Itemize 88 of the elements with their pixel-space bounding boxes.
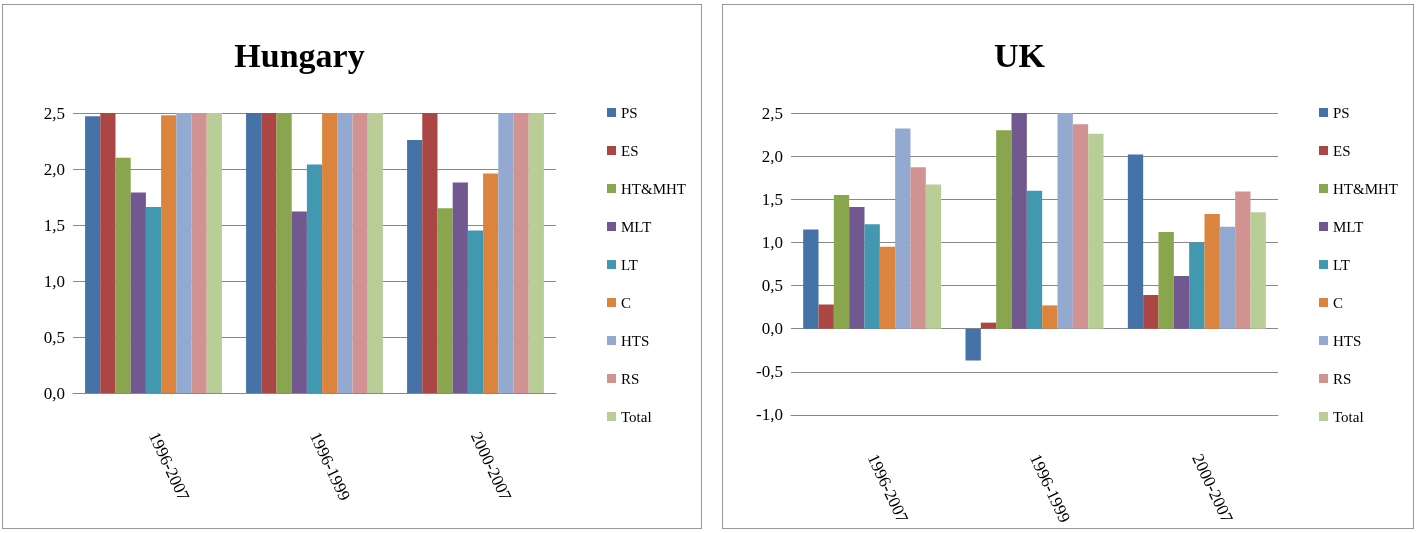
- y-tick-label: 2,0: [761, 146, 783, 166]
- legend-label: PS: [1333, 104, 1350, 121]
- y-tick-label: 0,5: [761, 276, 783, 296]
- bar: [452, 182, 468, 393]
- bar: [1127, 154, 1144, 329]
- bar: [1250, 212, 1266, 329]
- bar: [1088, 133, 1104, 329]
- bar: [100, 113, 116, 393]
- legend-label: RS: [621, 370, 640, 387]
- bar: [528, 113, 544, 393]
- legend-label: PS: [621, 104, 638, 121]
- legend-label: HT&MHT: [621, 180, 686, 197]
- legend-label: ES: [1333, 142, 1351, 159]
- bar: [291, 211, 307, 393]
- bar: [130, 192, 146, 393]
- bar: [1219, 226, 1236, 329]
- bar: [352, 113, 368, 393]
- chart-title: UK: [994, 36, 1046, 74]
- bar: [145, 207, 162, 393]
- bar: [849, 207, 865, 329]
- bar: [1204, 213, 1220, 329]
- bar: [864, 224, 880, 329]
- bar: [306, 164, 323, 393]
- bar: [483, 173, 499, 393]
- bar: [925, 184, 942, 329]
- legend-label: C: [1333, 294, 1344, 311]
- bar: [910, 167, 926, 329]
- legend-label: LT: [1333, 256, 1350, 273]
- bar: [85, 116, 101, 393]
- bar: [422, 113, 438, 393]
- bar: [115, 157, 131, 393]
- bar: [1173, 276, 1190, 329]
- y-tick-label: 1,0: [761, 232, 783, 252]
- bar: [161, 115, 177, 393]
- bar: [1235, 191, 1251, 329]
- y-tick-label: 0,0: [761, 319, 783, 339]
- y-tick-label: 0,5: [43, 327, 65, 347]
- bar: [498, 113, 514, 393]
- y-tick-label: 2,5: [761, 103, 783, 123]
- bar: [337, 113, 353, 393]
- bar: [437, 208, 453, 393]
- legend-label: C: [621, 294, 632, 311]
- bar: [1011, 113, 1027, 329]
- y-tick-label: 1,5: [761, 189, 783, 209]
- bar: [803, 229, 819, 329]
- bar: [407, 139, 423, 393]
- bar: [206, 113, 222, 393]
- legend-label: LT: [621, 256, 638, 273]
- legend-label: HT&MHT: [1333, 180, 1398, 197]
- bar: [322, 113, 338, 393]
- y-tick-label: 0,0: [43, 383, 65, 403]
- bar: [261, 113, 277, 393]
- bar: [1042, 305, 1058, 329]
- legend-label: MLT: [621, 218, 652, 235]
- legend-label: RS: [1333, 370, 1352, 387]
- legend-label: HTS: [621, 332, 650, 349]
- y-tick-label: 2,0: [43, 159, 65, 179]
- bar: [980, 322, 997, 329]
- legend-label: HTS: [1333, 332, 1362, 349]
- legend-label: MLT: [1333, 218, 1364, 235]
- bar: [367, 113, 383, 393]
- bar: [467, 230, 484, 393]
- bar: [879, 246, 896, 329]
- legend-label: Total: [621, 408, 652, 425]
- bar: [833, 194, 850, 329]
- bar: [996, 130, 1012, 329]
- y-tick-label: 1,0: [43, 271, 65, 291]
- bar: [1072, 124, 1089, 329]
- bar: [513, 113, 529, 393]
- y-tick-label: 1,5: [43, 215, 65, 235]
- y-tick-label: 2,5: [43, 103, 65, 123]
- bar: [246, 113, 262, 393]
- legend-label: Total: [1333, 408, 1364, 425]
- bar: [276, 113, 292, 393]
- bar: [965, 328, 981, 361]
- bar: [1158, 232, 1174, 329]
- chart-title: Hungary: [234, 36, 365, 74]
- y-tick-label: -1,0: [756, 405, 783, 425]
- bar: [1057, 113, 1073, 329]
- bar: [895, 128, 911, 329]
- bar: [191, 113, 207, 393]
- legend-label: ES: [621, 142, 639, 159]
- y-tick-label: -0,5: [756, 362, 783, 382]
- bar: [176, 113, 192, 393]
- bar: [818, 304, 834, 329]
- bar: [1143, 295, 1159, 329]
- bar: [1026, 190, 1043, 329]
- bar: [1189, 242, 1205, 329]
